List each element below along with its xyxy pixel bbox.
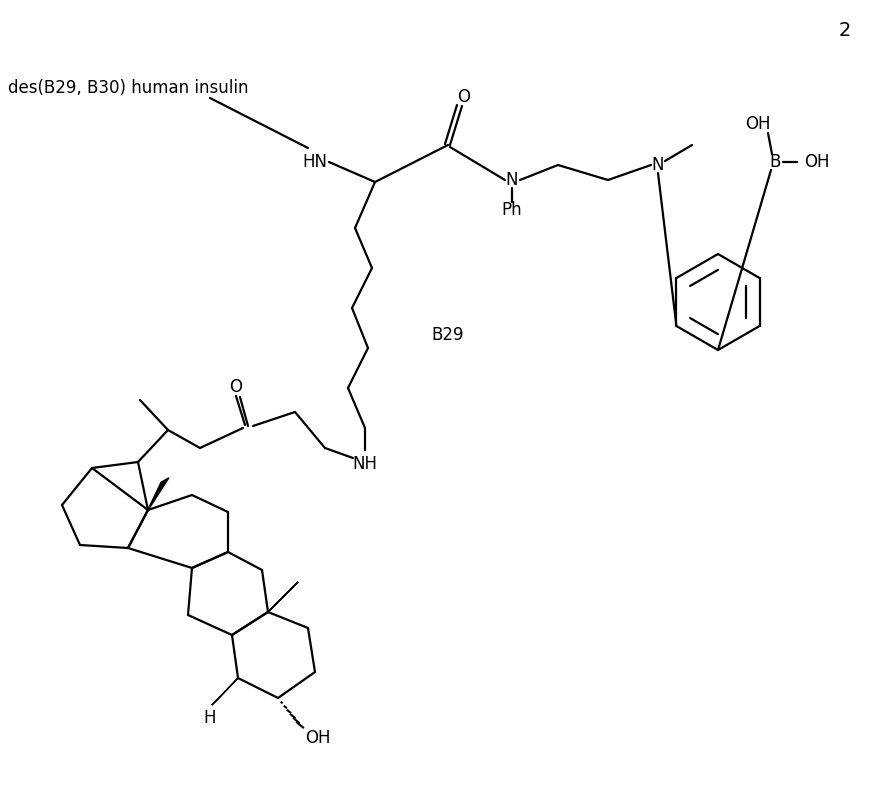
Text: HN: HN (303, 153, 327, 171)
Polygon shape (212, 678, 238, 705)
Text: O: O (230, 378, 243, 396)
Text: OH: OH (804, 153, 830, 171)
Text: NH: NH (353, 455, 378, 473)
Text: N: N (652, 156, 664, 174)
Text: OH: OH (745, 115, 771, 133)
Text: B: B (769, 153, 781, 171)
Text: B29: B29 (432, 326, 465, 344)
Text: H: H (204, 709, 216, 727)
Polygon shape (148, 477, 169, 510)
Text: Ph: Ph (502, 201, 523, 219)
Text: N: N (506, 171, 518, 189)
Text: 2: 2 (839, 21, 851, 39)
Text: O: O (458, 88, 471, 106)
Polygon shape (268, 582, 298, 612)
Text: des(B29, B30) human insulin: des(B29, B30) human insulin (8, 79, 248, 97)
Text: OH: OH (305, 729, 331, 747)
